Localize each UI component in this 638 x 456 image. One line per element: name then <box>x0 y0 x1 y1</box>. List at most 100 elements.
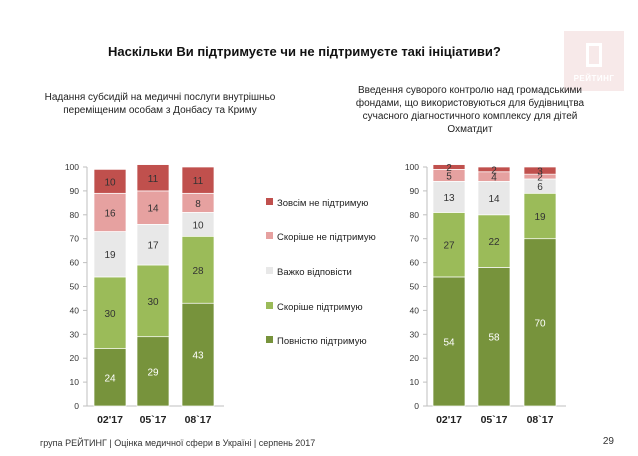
chart-2-title: Введення суворого контролю над громадськ… <box>355 85 585 135</box>
chart-1-data-label: 17 <box>147 241 159 252</box>
chart-1-x-tick-label: 08`17 <box>185 414 212 426</box>
chart-2-bar-segment <box>432 276 466 407</box>
chart-1-data-label: 30 <box>104 309 116 320</box>
chart-1-y-tick-label: 20 <box>70 353 80 363</box>
chart-2-bar-segment <box>432 180 466 213</box>
chart-1-data-label: 24 <box>104 373 116 384</box>
chart-1-data-label: 16 <box>104 208 116 219</box>
chart-1-bar-segment <box>181 235 215 304</box>
chart-1-y-tick-label: 40 <box>70 305 80 315</box>
chart-2-data-label: 54 <box>443 337 455 348</box>
legend-label: Скоріше не підтримую <box>277 232 376 243</box>
chart-1-data-label: 11 <box>148 174 159 185</box>
chart-1-y-tick-label: 100 <box>65 162 79 172</box>
chart-1-y-tick-label: 70 <box>70 234 80 244</box>
legend-item: Скоріше не підтримую <box>266 232 376 246</box>
chart-2-y-tick-label: 70 <box>410 234 420 244</box>
chart-1-x-tick-label: 02'17 <box>97 414 123 426</box>
chart-2-data-label: 2 <box>537 173 543 184</box>
legend-label: Повністю підтримую <box>277 336 367 347</box>
chart-2-x-tick-label: 02'17 <box>436 414 462 426</box>
chart-1-bar-segment <box>181 302 215 407</box>
chart-2-data-label: 2 <box>491 165 497 176</box>
chart-2-data-label: 14 <box>488 194 500 205</box>
chart-2-data-label: 22 <box>488 237 500 248</box>
chart-1-data-label: 43 <box>192 351 204 362</box>
chart-2-y-tick-label: 20 <box>410 353 420 363</box>
legend-swatch <box>266 302 273 309</box>
chart-1-bar-segment <box>136 164 170 192</box>
chart-1-bar-segment <box>93 348 127 407</box>
chart-2-data-label: 5 <box>446 171 452 182</box>
chart-1-y-tick-label: 90 <box>70 186 80 196</box>
chart-1-data-label: 28 <box>192 266 204 277</box>
chart-2-bar-segment <box>477 180 511 216</box>
chart-1-bar-segment <box>136 190 170 225</box>
chart-1-title: Надання субсидій на медичні послуги внут… <box>44 92 276 116</box>
chart-2-data-label: 70 <box>534 318 546 329</box>
chart-2-bar-segment <box>523 192 557 240</box>
logo-text: РЕЙТИНГ <box>573 74 615 83</box>
chart-1-data-label: 10 <box>104 177 116 188</box>
chart-1-y-tick-label: 10 <box>70 377 80 387</box>
chart-2-y-tick-label: 50 <box>410 282 420 292</box>
chart-2-data-label: 13 <box>443 193 455 204</box>
chart-2-x-tick-label: 05`17 <box>481 414 508 426</box>
chart-2-y-tick-label: 40 <box>410 305 420 315</box>
chart-1-bar-segment <box>181 166 215 194</box>
legend-swatch <box>266 336 273 343</box>
chart-2-y-tick-label: 80 <box>410 210 420 220</box>
chart-1-data-label: 10 <box>192 220 204 231</box>
chart-1-x-tick-label: 05`17 <box>140 414 167 426</box>
chart-2-y-tick-label: 90 <box>410 186 420 196</box>
chart-1-y-tick-label: 30 <box>70 329 80 339</box>
chart-1-data-label: 19 <box>104 250 116 261</box>
chart-1-y-tick-label: 80 <box>70 210 80 220</box>
chart-2-y-tick-label: 60 <box>410 258 420 268</box>
chart-2-y-tick-label: 0 <box>414 401 419 411</box>
legend-swatch <box>266 267 273 274</box>
chart-1-y-tick-label: 0 <box>74 401 79 411</box>
chart-2-bar-segment <box>477 166 511 173</box>
chart-1-bar-segment <box>93 231 127 278</box>
chart-2-bar-segment <box>477 214 511 268</box>
chart-2-bar-segment <box>432 164 466 170</box>
chart-2-bar-segment <box>523 166 557 175</box>
legend-item: Важко відповісти <box>266 267 352 281</box>
chart-2-data-label: 58 <box>488 333 500 344</box>
legend-label: Скоріше підтримую <box>277 302 363 313</box>
chart-2-data-label: 6 <box>537 182 543 193</box>
chart-2-data-label: 19 <box>534 212 546 223</box>
legend-item: Повністю підтримую <box>266 336 367 350</box>
chart-2-y-tick-label: 30 <box>410 329 420 339</box>
chart-1-y-tick-label: 50 <box>70 282 80 292</box>
page-title: Наскільки Ви підтримуєте чи не підтримує… <box>108 44 501 59</box>
chart-1-bar-segment <box>136 264 170 338</box>
chart-2-bar-segment <box>477 267 511 407</box>
chart-1-data-label: 11 <box>193 176 204 187</box>
chart-1-data-label: 14 <box>147 204 159 215</box>
chart-1-bar-segment <box>93 276 127 349</box>
legend-swatch <box>266 198 273 205</box>
legend-item: Скоріше підтримую <box>266 302 363 316</box>
chart-2-data-label: 2 <box>446 163 452 174</box>
rating-logo: РЕЙТИНГ <box>564 31 624 91</box>
page-number: 29 <box>602 436 614 447</box>
chart-1-bar-segment <box>136 336 170 407</box>
logo-mark-icon <box>586 43 602 67</box>
chart-1-bar-segment <box>136 224 170 266</box>
chart-2-bar-segment <box>432 212 466 278</box>
footer-text: група РЕЙТИНГ | Оцінка медичної сфери в … <box>40 438 316 448</box>
legend-label: Зовсім не підтримую <box>277 198 369 209</box>
chart-1-y-tick-label: 60 <box>70 258 80 268</box>
chart-2-data-label: 27 <box>443 241 455 252</box>
chart-2-data-label: 4 <box>491 173 497 184</box>
chart-1-bar-segment <box>93 169 127 194</box>
chart-2-data-label: 3 <box>537 167 543 178</box>
legend-label: Важко відповісти <box>277 267 352 278</box>
chart-1-data-label: 29 <box>147 367 159 378</box>
chart-1-bar-segment <box>93 192 127 232</box>
chart-1-data-label: 8 <box>195 199 201 210</box>
legend-item: Зовсім не підтримую <box>266 198 368 212</box>
